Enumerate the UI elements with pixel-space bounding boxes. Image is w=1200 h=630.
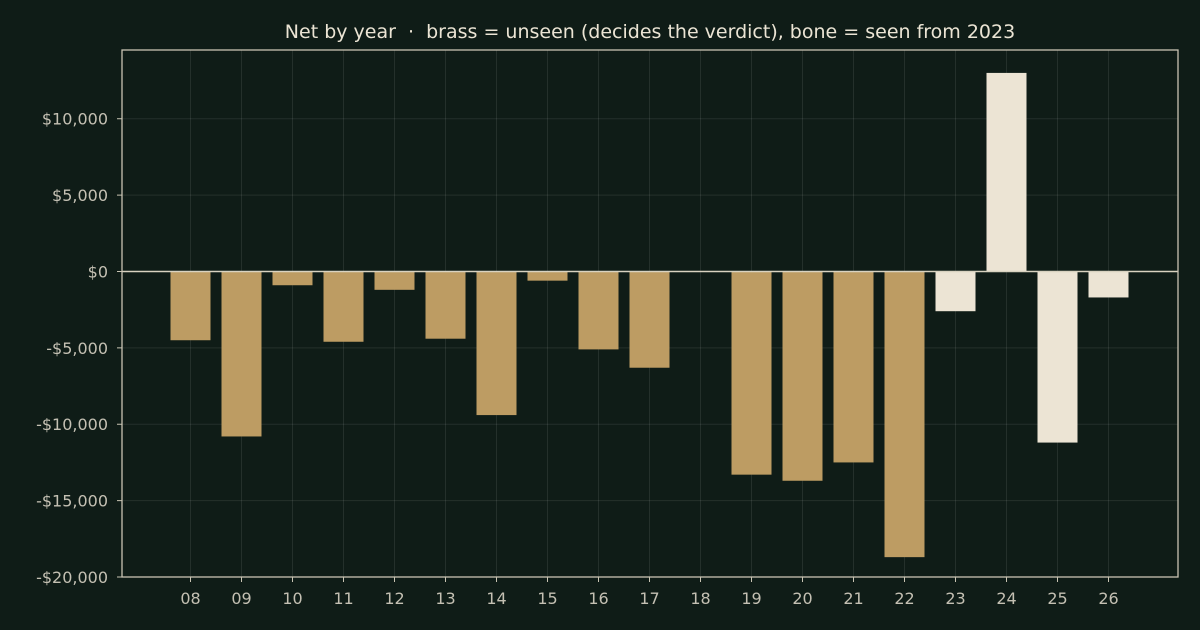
x-tick-label: 09	[231, 589, 251, 608]
bars	[170, 72, 1129, 558]
bar-11	[323, 271, 364, 342]
x-tick-label: 25	[1047, 589, 1067, 608]
x-tick-label: 13	[435, 589, 455, 608]
bar-22	[884, 271, 925, 558]
y-axis: -$20,000 -$15,000 -$10,000 -$5,000 $0 $5,000 $…	[36, 110, 122, 587]
bar-13	[425, 271, 466, 339]
y-tick-label: -$5,000	[46, 339, 108, 358]
x-tick-label: 12	[384, 589, 404, 608]
x-tick-label: 22	[894, 589, 914, 608]
bar-21	[833, 271, 874, 463]
x-tick-label: 19	[741, 589, 761, 608]
bar-17	[629, 271, 670, 368]
y-tick-label: -$20,000	[36, 568, 108, 587]
x-tick-label: 21	[843, 589, 863, 608]
bar-12	[374, 271, 415, 290]
y-tick-label: $0	[88, 262, 108, 281]
bar-15	[527, 271, 568, 281]
x-tick-label: 26	[1098, 589, 1118, 608]
x-axis: 08 09 10 11 12 13 14 15 16 17 18 19 20 21 22 23 24 25 26	[180, 577, 1119, 608]
y-tick-label: $10,000	[42, 110, 108, 129]
bar-26	[1088, 271, 1129, 298]
bar-08	[170, 271, 211, 341]
bar-25	[1037, 271, 1078, 443]
bar-09	[221, 271, 262, 437]
x-tick-label: 10	[282, 589, 302, 608]
y-tick-label: -$15,000	[36, 492, 108, 511]
y-tick-label: -$10,000	[36, 415, 108, 434]
x-tick-label: 18	[690, 589, 710, 608]
x-tick-label: 23	[945, 589, 965, 608]
x-tick-label: 17	[639, 589, 659, 608]
bar-24	[986, 72, 1027, 272]
x-tick-label: 14	[486, 589, 506, 608]
x-tick-label: 11	[333, 589, 353, 608]
x-tick-label: 16	[588, 589, 608, 608]
y-tick-label: $5,000	[52, 186, 108, 205]
bar-10	[272, 271, 313, 286]
x-tick-label: 15	[537, 589, 557, 608]
bar-20	[782, 271, 823, 481]
bar-19	[731, 271, 772, 475]
x-tick-label: 08	[180, 589, 200, 608]
bar-16	[578, 271, 619, 350]
chart-title: Net by year · brass = unseen (decides th…	[285, 21, 1015, 43]
x-tick-label: 24	[996, 589, 1016, 608]
bar-14	[476, 271, 517, 416]
x-tick-label: 20	[792, 589, 812, 608]
bar-23	[935, 271, 976, 312]
